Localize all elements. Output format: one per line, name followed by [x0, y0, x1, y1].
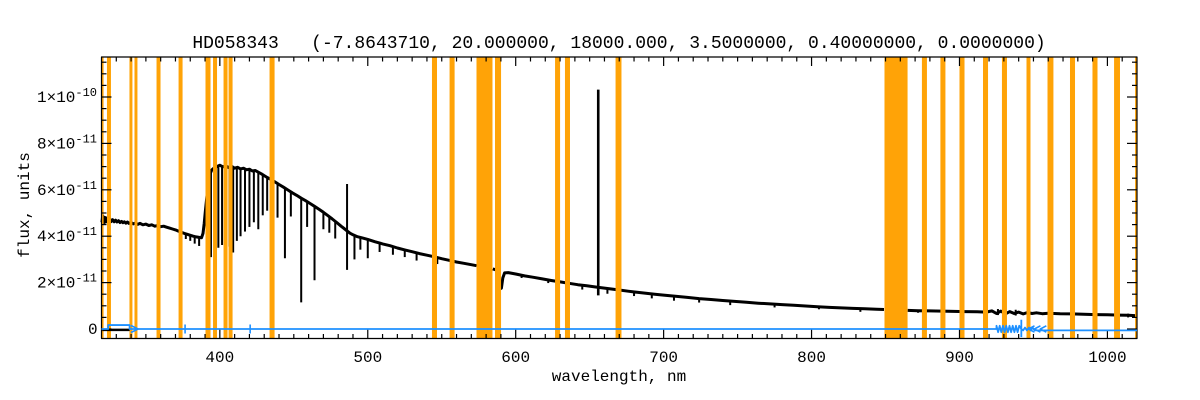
masked-band: [106, 57, 111, 338]
spectrum-envelope: [492, 267, 885, 311]
x-tick-label: 700: [649, 349, 678, 367]
masked-band: [269, 57, 275, 338]
masked-bands-layer: [102, 57, 1137, 338]
x-tick-label: 500: [353, 349, 382, 367]
baseline-curve: [101, 324, 1137, 334]
axes-layer: 400 500 600 700 800 900 1000 0 2×10-11 4×10-11 6×1…: [37, 56, 1138, 367]
masked-band: [1026, 57, 1031, 338]
masked-band: [884, 57, 908, 338]
masked-band: [178, 57, 183, 338]
masked-band: [476, 57, 493, 338]
masked-band: [1135, 57, 1137, 338]
masked-band: [1047, 57, 1054, 338]
baseline-left-arrow-marker: [1027, 325, 1035, 333]
masked-band: [1092, 57, 1098, 338]
y-tick-label: 4×10-11: [37, 225, 97, 246]
baseline-right-arrow-marker: [130, 324, 139, 334]
y-tick-label: 2×10-11: [37, 272, 97, 293]
baseline-left-arrow-marker: [1033, 325, 1041, 333]
baseline-left-arrow-marker: [1039, 325, 1047, 333]
masked-band: [205, 57, 211, 338]
masked-band: [564, 57, 570, 338]
baseline-layer: [101, 319, 1137, 338]
y-tick-label: 8×10-11: [37, 132, 97, 153]
masked-band: [449, 57, 455, 338]
x-tick-label: 800: [797, 349, 826, 367]
masked-band: [983, 57, 989, 338]
masked-band: [959, 57, 965, 338]
masked-band: [921, 57, 927, 338]
masked-band: [223, 57, 228, 338]
y-tick-label: 1×10-10: [37, 86, 97, 107]
x-tick-label: 400: [205, 349, 234, 367]
masked-band: [615, 57, 622, 338]
masked-band: [1001, 57, 1007, 338]
masked-band: [134, 57, 138, 338]
x-tick-label: 600: [501, 349, 530, 367]
masked-band: [940, 57, 946, 338]
plot-title: HD058343 (-7.8643710, 20.000000, 18000.0…: [192, 34, 1046, 54]
masked-band: [213, 57, 218, 338]
masked-band: [1069, 57, 1076, 338]
masked-band: [1114, 57, 1120, 338]
masked-band: [102, 57, 104, 338]
y-tick-label: 0: [88, 321, 98, 339]
x-axis-title: wavelength, nm: [551, 368, 687, 386]
x-tick-label: 900: [945, 349, 974, 367]
y-axis-title-text: flux, units: [16, 152, 34, 258]
y-tick-label: 6×10-11: [37, 179, 97, 200]
x-tick-label: 1000: [1088, 349, 1126, 367]
masked-band: [431, 57, 438, 338]
masked-band: [129, 57, 133, 338]
masked-band: [156, 57, 161, 338]
masked-band: [228, 57, 233, 338]
masked-band: [494, 57, 502, 338]
masked-band: [555, 57, 561, 338]
